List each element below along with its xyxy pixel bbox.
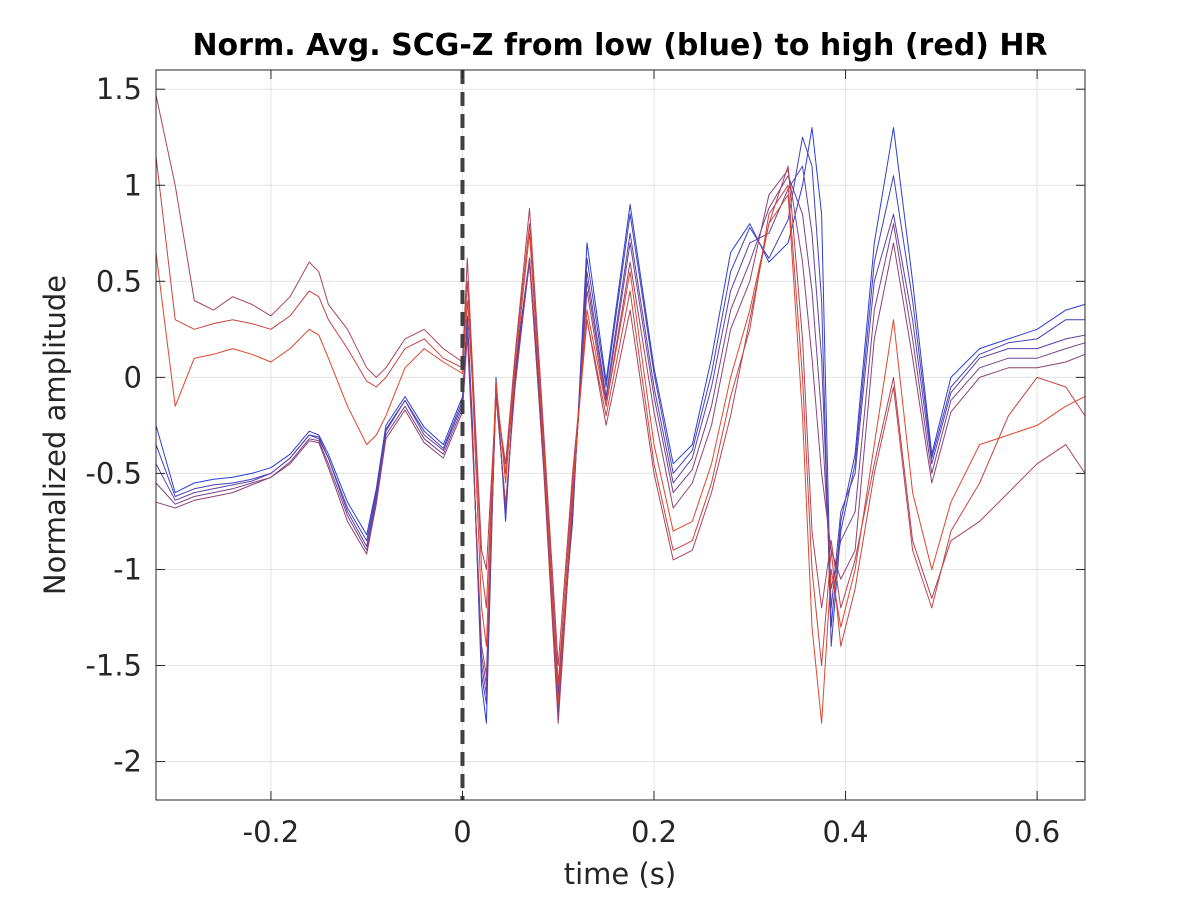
- series-line: [155, 94, 1086, 666]
- x-tick-label: -0.2: [243, 815, 300, 849]
- x-tick-label: 0.2: [631, 815, 677, 849]
- y-tick-label: -0.5: [85, 456, 142, 490]
- series-line: [155, 136, 1085, 705]
- chart-title: Norm. Avg. SCG-Z from low (blue) to high…: [192, 28, 1047, 63]
- axes-box: [155, 69, 1086, 801]
- series-line: [155, 156, 1086, 686]
- axes-background: [156, 70, 1085, 800]
- x-tick-label: 0.4: [823, 815, 869, 849]
- series-line: [155, 175, 1086, 715]
- y-tick-label: -2: [113, 745, 142, 779]
- series-line: [155, 194, 1086, 724]
- y-tick-label: 0: [124, 360, 142, 394]
- x-tick-label: 0: [453, 815, 471, 849]
- y-tick-label: 1: [124, 168, 142, 202]
- series-layer: [155, 94, 1086, 724]
- y-tick-label: 1.5: [96, 72, 142, 106]
- y-axis-ticks: 1.5 1 0.5 0 -0.5 -1 -1.5 -2: [85, 72, 1085, 779]
- y-tick-label: -1: [113, 552, 142, 586]
- x-axis-ticks: -0.2 0 0.2 0.4 0.6: [243, 70, 1060, 849]
- plot-area: -0.2 0 0.2 0.4 0.6 1.5 1 0.5 0 -0.5 -1 -1.5 -2: [85, 69, 1086, 849]
- y-tick-label: -1.5: [85, 649, 142, 683]
- y-tick-label: 0.5: [96, 264, 142, 298]
- y-axis-label: Normalized amplitude: [38, 275, 72, 595]
- series-line: [155, 169, 1086, 724]
- x-axis-label: time (s): [564, 857, 676, 891]
- x-tick-label: 0.6: [1014, 815, 1060, 849]
